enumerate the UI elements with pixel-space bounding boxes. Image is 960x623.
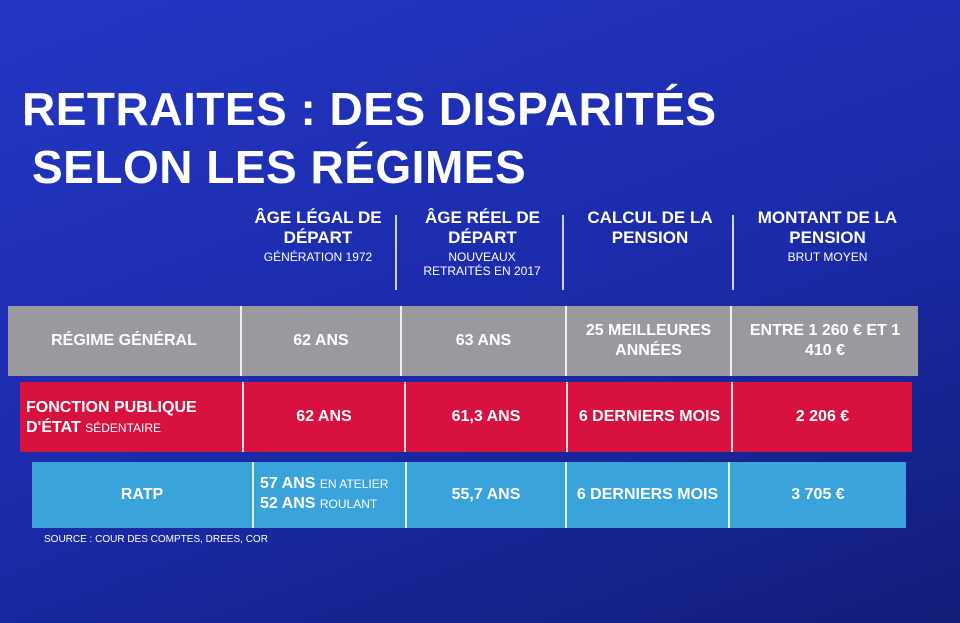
cell-line: 57 ANS EN ATELIER: [260, 474, 399, 494]
cell: 62 ANS: [242, 382, 404, 452]
column-header: ÂGE RÉEL DE DÉPART NOUVEAUX RETRAITÉS EN …: [410, 208, 555, 278]
cell-note: ROULANT: [319, 497, 378, 511]
separator: [395, 215, 397, 290]
cell-line: 52 ANS ROULANT: [260, 494, 399, 514]
title: SELON LES RÉGIMES: [32, 141, 527, 193]
column-header: MONTANT DE LA PENSION BRUT MOYEN: [745, 208, 910, 264]
cell: 2 206 €: [731, 382, 912, 452]
cell: 3 705 €: [728, 462, 906, 528]
column-title: MONTANT DE LA PENSION: [757, 208, 898, 247]
cell: ENTRE 1 260 € ET 1 410 €: [730, 306, 918, 376]
row-note: SÉDENTAIRE: [85, 421, 162, 435]
separator: [562, 215, 564, 290]
cell: 55,7 ANS: [405, 462, 565, 528]
title: RETRAITES : DES DISPARITÉS: [22, 83, 717, 135]
cell: 6 DERNIERS MOIS: [566, 382, 731, 452]
column-title: ÂGE LÉGAL DE DÉPART: [254, 208, 382, 247]
column-subtitle: NOUVEAUX RETRAITÉS EN 2017: [423, 250, 541, 278]
row-label-text: FONCTION PUBLIQUE D'ÉTAT: [26, 399, 197, 436]
table-row: FONCTION PUBLIQUE D'ÉTAT SÉDENTAIRE 62 A…: [20, 382, 912, 452]
column-subtitle: GÉNÉRATION 1972: [263, 250, 373, 264]
cell: 6 DERNIERS MOIS: [565, 462, 728, 528]
column-title: ÂGE RÉEL DE DÉPART: [425, 208, 540, 247]
separator: [732, 215, 734, 290]
row-label: RÉGIME GÉNÉRAL: [51, 332, 197, 349]
source: SOURCE : COUR DES COMPTES, DREES, COR: [44, 534, 268, 545]
cell-note: EN ATELIER: [319, 477, 389, 491]
column-header: CALCUL DE LA PENSION: [580, 208, 720, 248]
column-subtitle: BRUT MOYEN: [787, 250, 868, 264]
row-label: RATP: [120, 486, 164, 503]
cell-value: 57 ANS: [260, 475, 316, 492]
table-row: RATP 57 ANS EN ATELIER 52 ANS ROULANT 55…: [32, 462, 906, 528]
cell: 25 MEILLEURES ANNÉES: [565, 306, 730, 376]
column-title: CALCUL DE LA PENSION: [587, 208, 713, 247]
cell: 62 ANS: [240, 306, 400, 376]
cell: 63 ANS: [400, 306, 565, 376]
cell-value: 52 ANS: [260, 495, 316, 512]
cell: 57 ANS EN ATELIER 52 ANS ROULANT: [252, 462, 405, 528]
cell: 61,3 ANS: [404, 382, 566, 452]
column-header: ÂGE LÉGAL DE DÉPART GÉNÉRATION 1972: [248, 208, 388, 264]
row-label: FONCTION PUBLIQUE D'ÉTAT SÉDENTAIRE: [20, 382, 242, 452]
table-row: RÉGIME GÉNÉRAL 62 ANS 63 ANS 25 MEILLEUR…: [8, 306, 918, 376]
